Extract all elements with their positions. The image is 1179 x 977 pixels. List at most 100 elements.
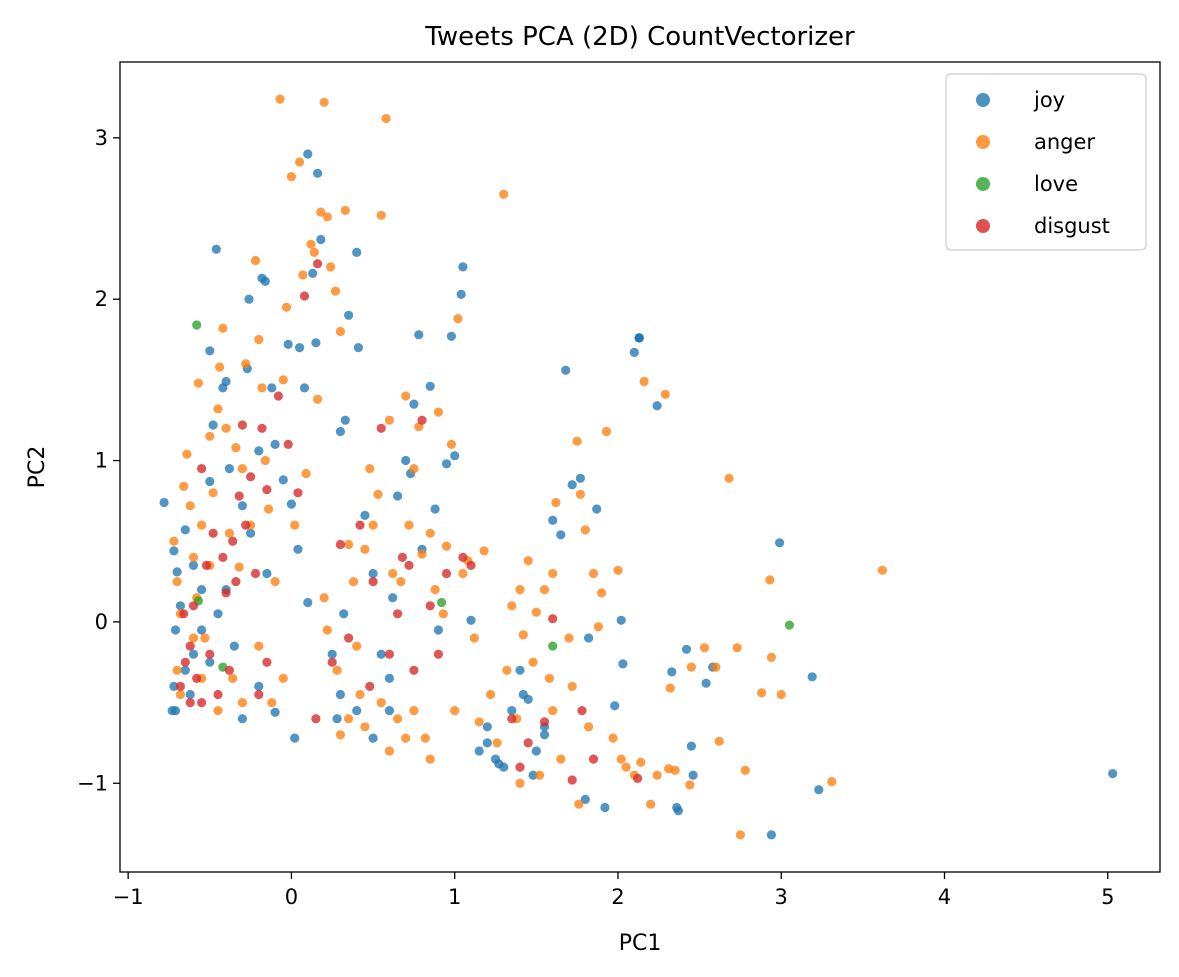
data-point-joy [332, 714, 342, 724]
data-point-anger [660, 389, 670, 399]
data-point-anger [711, 662, 721, 672]
series-love [192, 320, 795, 672]
data-point-anger [616, 754, 626, 764]
data-point-joy [169, 546, 179, 556]
data-point-anger [295, 157, 305, 167]
data-point-disgust [404, 560, 414, 571]
data-point-joy [775, 538, 785, 548]
data-point-anger [735, 830, 746, 840]
data-point-joy [344, 310, 354, 320]
data-point-disgust [523, 738, 533, 748]
data-point-joy [401, 455, 411, 466]
data-point-anger [316, 207, 326, 217]
data-point-anger [665, 683, 675, 693]
data-point-anger [228, 673, 238, 684]
data-point-anger [714, 736, 724, 746]
data-point-joy [561, 365, 571, 375]
data-point-joy [185, 689, 195, 700]
data-point-anger [446, 439, 456, 449]
data-point-disgust [185, 641, 195, 651]
data-point-anger [384, 746, 394, 756]
data-point-joy [610, 701, 620, 711]
data-point-joy [260, 276, 270, 286]
data-point-anger [330, 286, 341, 296]
data-point-joy [311, 338, 321, 348]
data-point-disgust [283, 439, 293, 449]
data-point-anger [376, 210, 386, 220]
data-point-disgust [299, 291, 310, 301]
data-point-anger [601, 426, 612, 437]
data-point-joy [507, 706, 517, 716]
data-point-love [192, 320, 202, 330]
data-point-joy [580, 794, 590, 805]
data-point-anger [237, 464, 247, 474]
data-point-joy [814, 785, 824, 795]
data-point-disgust [515, 762, 525, 772]
data-point-joy [159, 497, 169, 508]
data-point-anger [757, 688, 767, 698]
data-point-anger [499, 189, 509, 199]
data-point-disgust [335, 539, 345, 550]
data-point-anger [348, 577, 359, 587]
data-point-anger [636, 757, 646, 767]
data-point-anger [535, 770, 545, 780]
data-point-anger [652, 770, 662, 780]
legend-label-anger: anger [1034, 130, 1095, 154]
data-point-anger [205, 431, 215, 441]
x-tick-label: 3 [775, 885, 788, 909]
data-point-disgust [197, 698, 207, 708]
data-point-anger [486, 689, 496, 700]
data-point-joy [528, 770, 538, 780]
data-point-anger [188, 552, 199, 563]
data-point-joy [180, 525, 190, 535]
data-point-anger [438, 609, 448, 619]
legend: joy anger love disgust [945, 73, 1147, 251]
legend-item-disgust: disgust [976, 214, 1110, 238]
data-point-anger [250, 255, 261, 266]
data-point-disgust [441, 568, 452, 579]
data-point-joy [584, 633, 594, 643]
data-point-joy [237, 501, 247, 511]
data-point-joy [278, 475, 288, 485]
data-point-disgust [507, 714, 517, 724]
data-point-disgust [393, 609, 403, 619]
legend-item-joy: joy [976, 88, 1065, 112]
data-point-anger [639, 376, 649, 387]
data-point-joy [197, 585, 207, 595]
data-point-anger [827, 777, 837, 787]
data-point-anger [515, 778, 525, 788]
data-point-joy [482, 738, 492, 748]
data-point-joy [340, 415, 350, 425]
data-point-joy [205, 346, 215, 356]
data-point-joy [169, 681, 179, 692]
data-point-anger [360, 544, 370, 554]
data-point-anger [352, 641, 362, 651]
y-tick-label: 2 [95, 287, 108, 311]
data-point-disgust [425, 601, 435, 611]
data-point-anger [766, 652, 777, 663]
data-point-joy [556, 530, 566, 540]
data-point-anger [388, 568, 398, 579]
data-point-anger [264, 504, 274, 514]
data-point-anger [531, 607, 541, 617]
data-point-anger [275, 94, 285, 104]
data-point-anger [564, 633, 574, 643]
data-point-joy [170, 706, 181, 716]
data-point-anger [169, 536, 179, 546]
data-point-anger [172, 665, 182, 675]
data-point-anger [453, 314, 463, 324]
data-point-joy [246, 528, 256, 538]
y-tick-label: 1 [95, 449, 108, 473]
data-point-anger [515, 585, 525, 595]
data-point-anger [175, 689, 185, 700]
x-axis-label: PC1 [619, 931, 662, 956]
y-tick-label: 0 [95, 610, 108, 634]
y-tick-label: 3 [95, 126, 108, 150]
data-point-joy [213, 609, 223, 619]
data-point-joy [327, 649, 337, 659]
data-point-disgust [633, 773, 643, 784]
data-point-disgust [185, 698, 195, 708]
data-point-anger [355, 689, 365, 700]
data-point-anger [231, 443, 241, 453]
data-point-disgust [466, 560, 476, 571]
